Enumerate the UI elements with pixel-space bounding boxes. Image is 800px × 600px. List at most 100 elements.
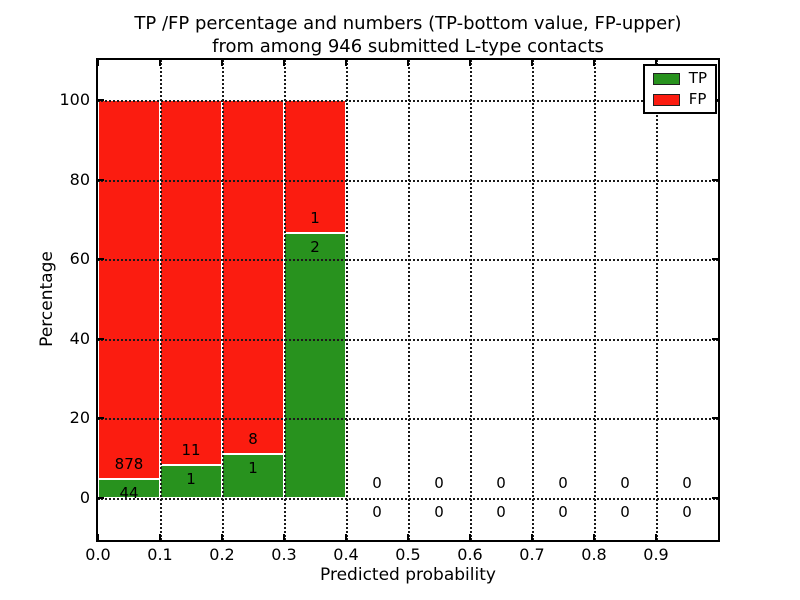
legend-row: TP [652, 69, 707, 87]
x-tick-label: 0.4 [333, 545, 359, 564]
x-tick [221, 60, 223, 66]
y-tick [712, 258, 718, 261]
x-tick [655, 534, 657, 540]
x-tick [345, 60, 347, 66]
bar-fp [284, 100, 346, 233]
y-tick [712, 497, 718, 499]
grid-line-v [346, 60, 348, 540]
y-tick-label: 60 [69, 249, 90, 269]
grid-line-v [656, 60, 658, 540]
tp-count-label: 2 [310, 237, 320, 256]
x-tick [221, 534, 223, 540]
grid-line-h [98, 338, 718, 341]
tp-count-label: 0 [682, 503, 692, 521]
tp-count-label: 1 [186, 469, 196, 488]
x-tick [97, 534, 99, 540]
fp-count-label: 0 [372, 474, 382, 492]
tp-count-label: 0 [372, 503, 382, 521]
x-tick [283, 534, 285, 540]
legend-swatch-tp [652, 72, 680, 85]
y-tick-label: 80 [69, 169, 90, 189]
bar-tp [160, 464, 222, 498]
legend-row: FP [652, 90, 707, 108]
grid-line-v [532, 60, 534, 540]
x-tick-label: 0.2 [209, 545, 235, 564]
x-tick [283, 60, 285, 66]
bar-fp [160, 100, 222, 465]
y-tick-label: 0 [79, 488, 90, 507]
fp-count-label: 0 [434, 474, 444, 492]
fp-count-label: 0 [620, 474, 630, 492]
y-tick [712, 417, 718, 420]
grid-line-v [470, 60, 472, 540]
x-tick [407, 60, 409, 66]
x-tick [593, 60, 595, 66]
tp-count-label: 0 [620, 503, 630, 521]
bar-fp [222, 100, 284, 454]
legend-label: TP [688, 69, 707, 87]
x-tick [531, 60, 533, 66]
y-tick [712, 178, 718, 181]
y-tick [98, 497, 104, 499]
fp-count-label: 0 [496, 474, 506, 492]
x-tick [593, 534, 595, 540]
chart-title-line1: TP /FP percentage and numbers (TP-bottom… [134, 13, 682, 34]
x-tick [159, 534, 161, 540]
x-tick [159, 60, 161, 66]
fp-count-label: 0 [682, 474, 692, 492]
tp-count-label: 44 [119, 484, 139, 502]
grid-line-h [98, 418, 718, 421]
y-tick [98, 178, 104, 181]
x-tick-label: 0.8 [581, 545, 607, 564]
bar-tp [222, 453, 284, 498]
y-tick-label: 100 [59, 90, 90, 109]
x-tick-label: 0.6 [457, 545, 483, 564]
grid-line-v [284, 60, 286, 540]
chart-title: TP /FP percentage and numbers (TP-bottom… [98, 12, 718, 58]
grid-line-v [160, 60, 162, 540]
grid-line-v [222, 60, 224, 540]
plot-area: TP FP 878 44 11 1 8 1 1 2 0 0 0 0 0 0 0 0 0 0 0 0 [96, 58, 720, 542]
grid-line-v [408, 60, 410, 540]
fp-count-label: 878 [114, 455, 144, 473]
grid-line-h [98, 259, 718, 262]
x-tick [469, 60, 471, 66]
y-tick [98, 337, 104, 340]
y-tick [712, 337, 718, 340]
x-tick-label: 0.0 [85, 545, 111, 564]
x-axis-label: Predicted probability [320, 565, 496, 585]
y-tick-label: 20 [69, 408, 90, 428]
bar-fp [98, 100, 160, 479]
y-tick [98, 258, 104, 261]
x-tick [97, 60, 99, 66]
x-tick-label: 0.1 [147, 545, 173, 564]
bar-tp [284, 232, 346, 498]
x-tick [407, 534, 409, 540]
fp-count-label: 11 [181, 440, 201, 459]
grid-line-v [594, 60, 596, 540]
tp-count-label: 1 [248, 458, 258, 477]
fp-count-label: 0 [558, 474, 568, 492]
x-tick-label: 0.9 [643, 545, 669, 564]
x-tick [531, 534, 533, 540]
tp-count-label: 0 [558, 503, 568, 521]
legend-swatch-fp [652, 93, 680, 106]
legend: TP FP [642, 64, 717, 114]
tp-count-label: 0 [434, 503, 444, 521]
legend-label: FP [688, 90, 707, 108]
x-tick [345, 534, 347, 540]
grid-line-h [98, 498, 718, 500]
y-tick-label: 40 [69, 328, 90, 348]
tp-count-label: 0 [496, 503, 506, 521]
y-tick [98, 99, 104, 101]
x-tick-label: 0.7 [519, 545, 545, 564]
bar-tp [98, 479, 160, 498]
y-tick [98, 417, 104, 420]
x-tick [469, 534, 471, 540]
chart-title-line2: from among 946 submitted L-type contacts [212, 36, 604, 57]
x-tick [655, 60, 657, 66]
y-axis-label: Percentage [37, 251, 57, 347]
x-tick-label: 0.3 [271, 545, 297, 564]
grid-line-h [98, 100, 718, 102]
